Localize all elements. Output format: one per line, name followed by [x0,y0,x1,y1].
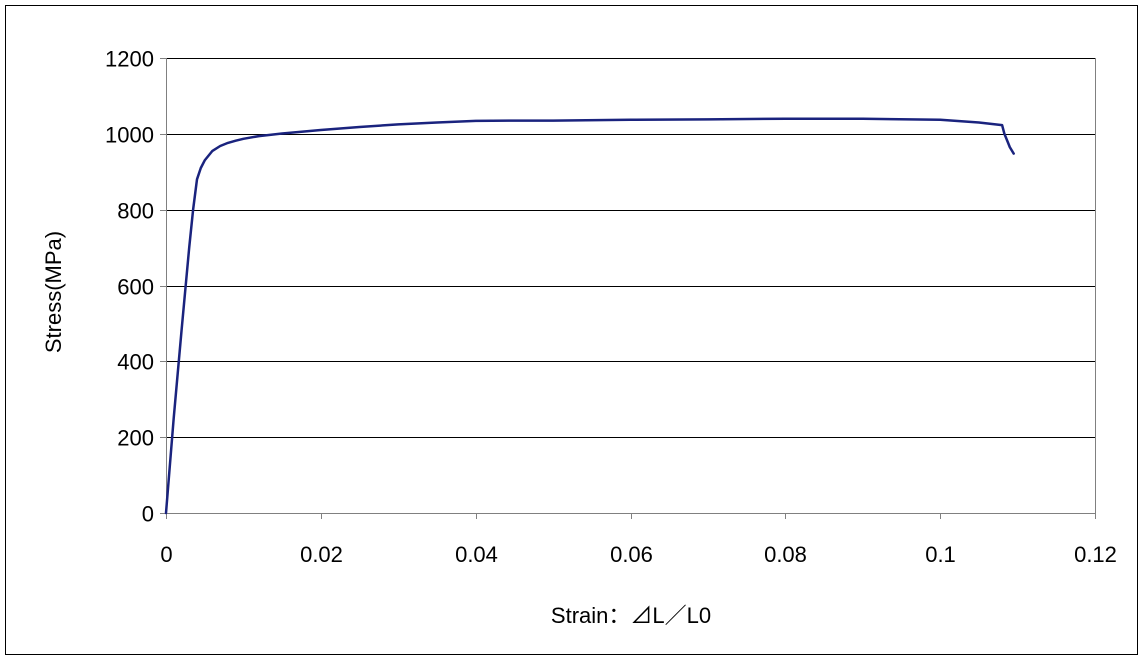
y-tick-label: 800 [117,199,154,224]
x-tick-label: 0.12 [1074,542,1117,567]
y-axis-title: Stress(MPa) [41,231,66,353]
x-tick-labels: 0 0.02 0.04 0.06 0.08 0.1 0.12 [160,542,1117,567]
chart-frame: 0 200 400 600 800 1000 1200 0 0.02 0.04 0.06 0.08 0… [5,5,1138,655]
x-tick-label: 0.08 [764,542,807,567]
x-tick-label: 0.1 [925,542,956,567]
y-tick-label: 400 [117,350,154,375]
y-tick-label: 1200 [105,47,154,72]
grid-lines [166,58,1095,438]
y-tick-label: 1000 [105,123,154,148]
series-line-0 [164,117,1015,515]
y-tick-labels: 0 200 400 600 800 1000 1200 [105,47,154,527]
x-tick-label: 0 [160,542,172,567]
x-axis-title: Strain：⊿L／L0 [551,603,711,628]
series-layer [164,117,1015,515]
x-tick-label: 0.02 [300,542,343,567]
y-tick-label: 0 [142,502,154,527]
y-tick-label: 200 [117,426,154,451]
x-tick-label: 0.04 [455,542,498,567]
axes [166,58,1096,514]
y-tick-label: 600 [117,275,154,300]
x-tick-label: 0.06 [610,542,653,567]
tick-marks [160,58,1096,519]
